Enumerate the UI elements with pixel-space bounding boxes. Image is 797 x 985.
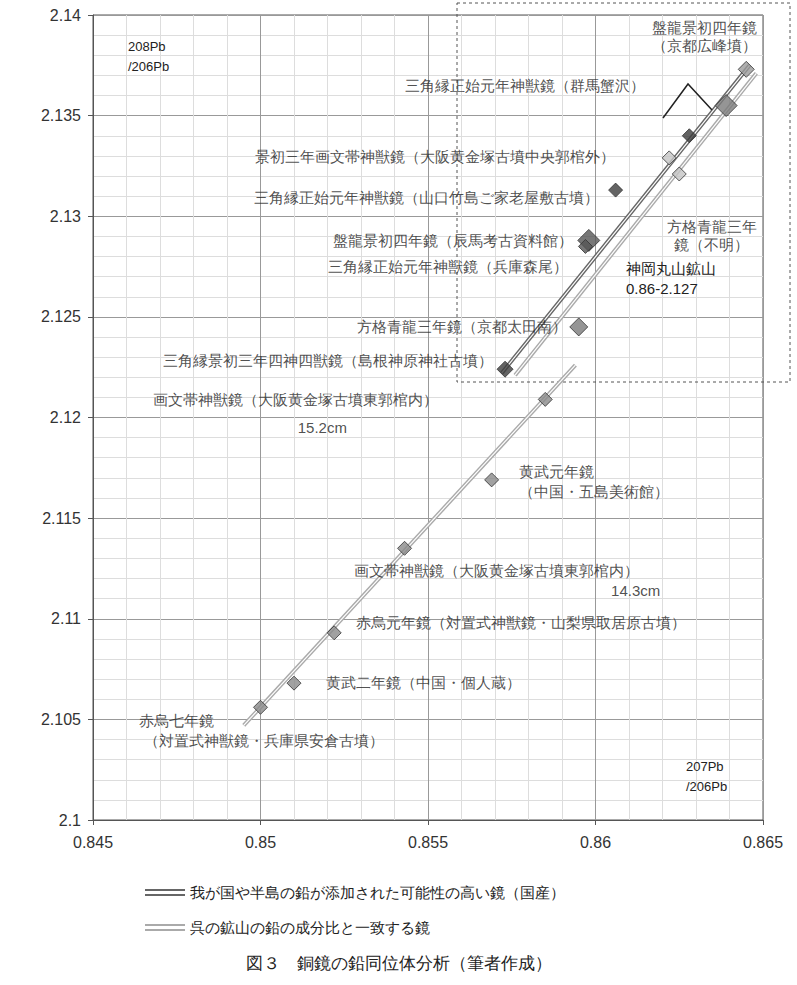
svg-text:2.105: 2.105: [41, 711, 81, 728]
svg-text:0.86: 0.86: [580, 834, 611, 851]
svg-text:盤龍景初四年鏡（辰馬考古資料館）: 盤龍景初四年鏡（辰馬考古資料館）: [333, 232, 573, 249]
svg-text:0.865: 0.865: [743, 834, 783, 851]
svg-text:14.3cm: 14.3cm: [611, 582, 660, 599]
svg-text:呉の鉱山の鉛の成分比と一致する鏡: 呉の鉱山の鉛の成分比と一致する鏡: [190, 919, 430, 936]
svg-text:黄武二年鏡（中国・個人蔵）: 黄武二年鏡（中国・個人蔵）: [326, 674, 521, 691]
svg-text:三角縁正始元年神獣鏡（山口竹島ご家老屋敷古墳）: 三角縁正始元年神獣鏡（山口竹島ご家老屋敷古墳）: [254, 189, 599, 206]
svg-text:（対置式神獣鏡・兵庫県安倉古墳）: （対置式神獣鏡・兵庫県安倉古墳）: [144, 732, 384, 749]
svg-text:図３ 銅鏡の鉛同位体分析（筆者作成）: 図３ 銅鏡の鉛同位体分析（筆者作成）: [246, 954, 552, 973]
svg-text:0.85: 0.85: [245, 834, 276, 851]
svg-text:208Pb: 208Pb: [128, 39, 166, 54]
svg-text:景初三年画文帯神獣鏡（大阪黄金塚古墳中央郭棺外）: 景初三年画文帯神獣鏡（大阪黄金塚古墳中央郭棺外）: [255, 148, 615, 165]
svg-text:画文帯神獣鏡（大阪黄金塚古墳東郭棺内）: 画文帯神獣鏡（大阪黄金塚古墳東郭棺内）: [354, 562, 639, 579]
svg-text:三角縁正始元年神獣鏡（群馬蟹沢）: 三角縁正始元年神獣鏡（群馬蟹沢）: [405, 77, 645, 94]
svg-text:鏡（不明）: 鏡（不明）: [674, 236, 749, 253]
svg-text:画文帯神獣鏡（大阪黄金塚古墳東郭棺内）: 画文帯神獣鏡（大阪黄金塚古墳東郭棺内）: [153, 391, 438, 408]
svg-text:2.14: 2.14: [50, 7, 81, 24]
svg-text:2.135: 2.135: [41, 107, 81, 124]
svg-text:2.125: 2.125: [41, 308, 81, 325]
svg-text:三角縁正始元年神獣鏡（兵庫森尾）: 三角縁正始元年神獣鏡（兵庫森尾）: [328, 258, 568, 275]
svg-text:0.845: 0.845: [73, 834, 113, 851]
svg-text:方格青龍三年: 方格青龍三年: [667, 218, 757, 235]
svg-text:0.855: 0.855: [408, 834, 448, 851]
svg-text:（京都広峰墳）: （京都広峰墳）: [652, 37, 757, 54]
svg-text:/206Pb: /206Pb: [128, 59, 169, 74]
svg-text:赤烏元年鏡（対置式神獣鏡・山梨県取居原古墳）: 赤烏元年鏡（対置式神獣鏡・山梨県取居原古墳）: [356, 614, 686, 631]
svg-text:15.2cm: 15.2cm: [298, 419, 347, 436]
svg-text:方格青龍三年鏡（京都太田南）: 方格青龍三年鏡（京都太田南）: [357, 318, 567, 335]
svg-text:2.12: 2.12: [50, 409, 81, 426]
svg-text:2.11: 2.11: [51, 610, 81, 627]
svg-text:盤龍景初四年鏡: 盤龍景初四年鏡: [652, 19, 757, 36]
svg-text:三角縁景初三年四神四獣鏡（島根神原神社古墳）: 三角縁景初三年四神四獣鏡（島根神原神社古墳）: [163, 352, 493, 369]
svg-text:我が国や半島の鉛が添加された可能性の高い鏡（国産）: 我が国や半島の鉛が添加された可能性の高い鏡（国産）: [190, 884, 565, 901]
svg-text:（中国・五島美術館）: （中国・五島美術館）: [519, 483, 669, 500]
svg-text:赤烏七年鏡: 赤烏七年鏡: [139, 712, 214, 729]
svg-text:2.1: 2.1: [59, 812, 81, 829]
svg-text:/206Pb: /206Pb: [686, 779, 727, 794]
svg-text:神岡丸山鉱山: 神岡丸山鉱山: [626, 260, 716, 277]
svg-text:2.115: 2.115: [42, 510, 81, 527]
svg-text:0.86-2.127: 0.86-2.127: [626, 280, 698, 297]
svg-text:207Pb: 207Pb: [686, 759, 724, 774]
svg-text:黄武元年鏡: 黄武元年鏡: [519, 463, 594, 480]
svg-text:2.13: 2.13: [50, 208, 81, 225]
